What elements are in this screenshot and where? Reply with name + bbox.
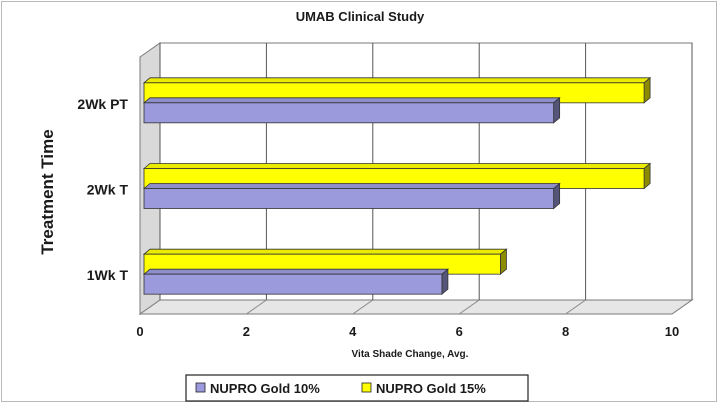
x-tick-label: 4 bbox=[349, 324, 357, 339]
chart-title: UMAB Clinical Study bbox=[296, 9, 425, 24]
legend-swatch-nupro-gold-10 bbox=[195, 382, 206, 393]
floor-gridline bbox=[139, 299, 161, 315]
legend-label-nupro-gold-10: NUPRO Gold 10% bbox=[210, 381, 320, 396]
category-labels: 1Wk T 2Wk T 2Wk PT bbox=[77, 96, 128, 283]
x-tick-label: 8 bbox=[562, 324, 569, 339]
x-tick-label: 0 bbox=[136, 324, 143, 339]
bar-2wk-t-series-1 bbox=[142, 182, 561, 210]
y-axis-label: Treatment Time bbox=[38, 129, 57, 254]
legend: NUPRO Gold 10% NUPRO Gold 15% bbox=[185, 374, 529, 402]
category-label: 2Wk PT bbox=[77, 96, 128, 112]
x-tick-label: 6 bbox=[456, 324, 463, 339]
bars bbox=[142, 76, 652, 296]
legend-box bbox=[185, 374, 529, 402]
legend-swatch-nupro-gold-15 bbox=[361, 382, 372, 393]
x-tick-label: 2 bbox=[243, 324, 250, 339]
floor-gridline bbox=[565, 299, 586, 315]
floor-gridline bbox=[458, 299, 480, 315]
floor bbox=[138, 299, 694, 315]
category-label: 1Wk T bbox=[87, 267, 129, 283]
x-axis-label: Vita Shade Change, Avg. bbox=[352, 349, 469, 360]
category-label: 2Wk T bbox=[87, 182, 129, 198]
floor-gridline bbox=[671, 299, 693, 315]
x-tick-label: 10 bbox=[665, 324, 679, 339]
x-tick-labels: 0 2 4 6 8 10 bbox=[136, 324, 679, 339]
floor-gridline bbox=[246, 299, 267, 315]
bar-1wk-t-series-1 bbox=[142, 268, 450, 296]
legend-label-nupro-gold-15: NUPRO Gold 15% bbox=[376, 381, 486, 396]
bar-2wk-pt-series-1 bbox=[142, 96, 561, 124]
floor-gridline bbox=[352, 299, 374, 315]
